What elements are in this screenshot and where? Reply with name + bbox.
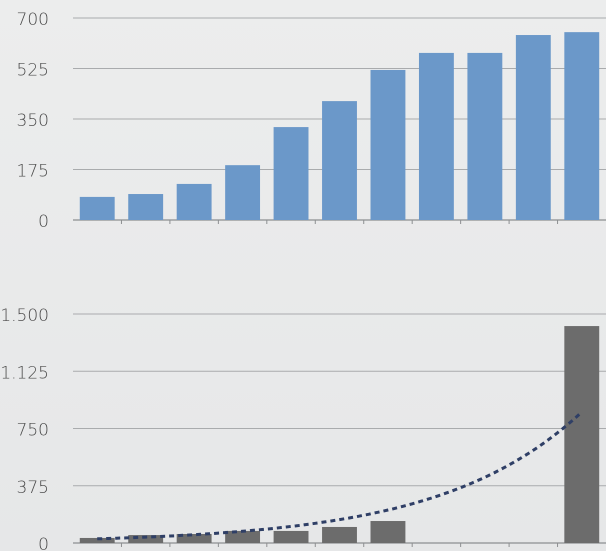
y-tick-label: 1.500: [0, 306, 49, 326]
y-tick-label: 525: [17, 61, 49, 81]
bar: [418, 52, 454, 220]
bar: [322, 101, 357, 220]
y-tick-label: 750: [17, 421, 49, 441]
bar: [273, 530, 309, 543]
bar: [128, 535, 164, 543]
y-tick-label: 0: [38, 212, 49, 232]
bar: [176, 533, 212, 543]
y-tick-label: 0: [38, 535, 49, 551]
bar: [79, 537, 115, 543]
bar: [176, 183, 212, 220]
bar: [370, 521, 406, 543]
y-tick-label: 350: [17, 111, 49, 131]
bar: [564, 32, 600, 220]
bar: [322, 526, 357, 543]
bar: [225, 165, 261, 220]
bar: [273, 127, 309, 220]
y-tick-label: 375: [17, 478, 49, 498]
bar: [564, 326, 600, 543]
bar: [370, 69, 406, 220]
y-tick-label: 700: [17, 10, 49, 30]
bar: [79, 196, 115, 220]
bar: [225, 530, 261, 543]
bar: [128, 194, 164, 220]
trendline: [97, 410, 583, 541]
y-tick-label: 175: [17, 162, 49, 182]
y-tick-label: 1.125: [0, 363, 49, 383]
bar: [467, 52, 503, 220]
bar: [515, 35, 551, 221]
